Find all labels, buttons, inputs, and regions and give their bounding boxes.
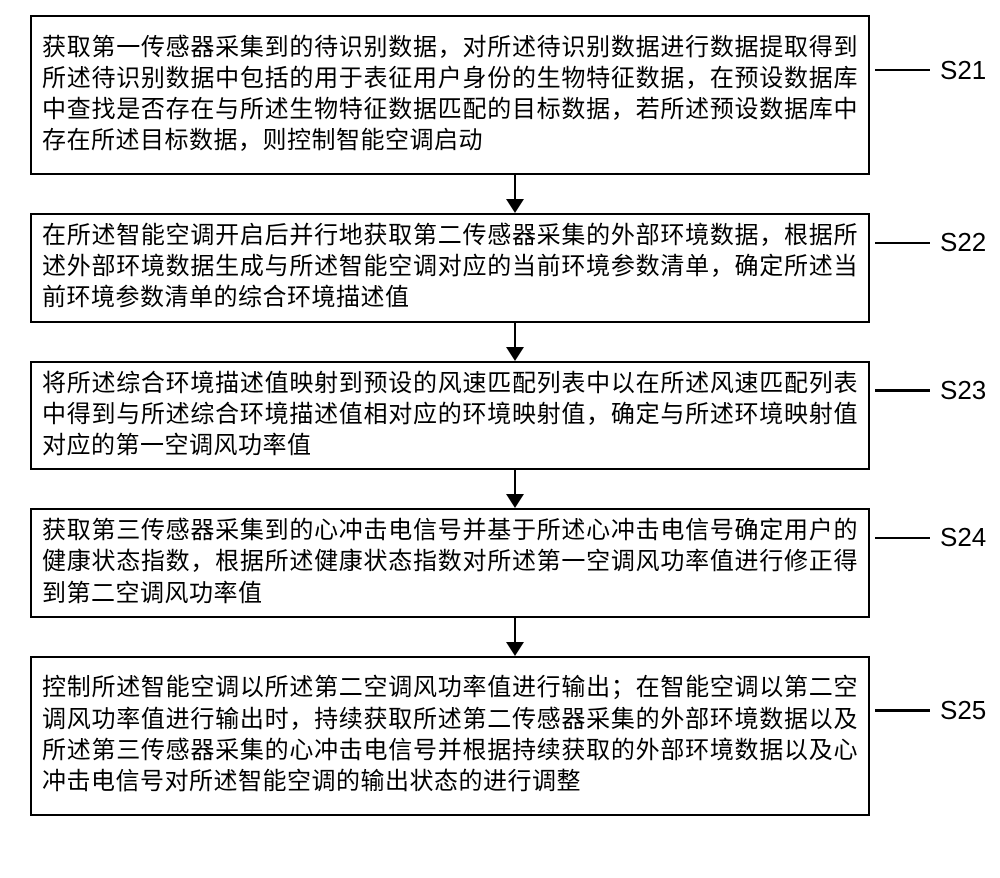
connector-s23 bbox=[875, 389, 930, 392]
step-box-s22: 在所述智能空调开启后并行地获取第二传感器采集的外部环境数据，根据所述外部环境数据… bbox=[30, 213, 870, 323]
connector-s25 bbox=[875, 709, 930, 712]
label-s21: S21 bbox=[940, 55, 986, 86]
step-text-s23: 将所述综合环境描述值映射到预设的风速匹配列表中以在所述风速匹配列表中得到与所述综… bbox=[42, 369, 858, 463]
connector-s22 bbox=[875, 242, 930, 245]
label-s24: S24 bbox=[940, 522, 986, 553]
connector-s21 bbox=[875, 69, 930, 72]
arrow-line bbox=[514, 175, 517, 199]
arrow-line bbox=[514, 618, 517, 642]
step-box-s21: 获取第一传感器采集到的待识别数据，对所述待识别数据进行数据提取得到所述待识别数据… bbox=[30, 15, 870, 175]
arrow-head-icon bbox=[506, 642, 524, 656]
arrow-line bbox=[514, 470, 517, 494]
label-s22: S22 bbox=[940, 227, 986, 258]
label-s23: S23 bbox=[940, 375, 986, 406]
arrow-head-icon bbox=[506, 199, 524, 213]
connector-s24 bbox=[875, 537, 930, 540]
label-s25: S25 bbox=[940, 695, 986, 726]
arrow-head-icon bbox=[506, 347, 524, 361]
step-text-s22: 在所述智能空调开启后并行地获取第二传感器采集的外部环境数据，根据所述外部环境数据… bbox=[42, 221, 858, 315]
step-text-s21: 获取第一传感器采集到的待识别数据，对所述待识别数据进行数据提取得到所述待识别数据… bbox=[42, 33, 858, 158]
arrow-head-icon bbox=[506, 494, 524, 508]
step-box-s24: 获取第三传感器采集到的心冲击电信号并基于所述心冲击电信号确定用户的健康状态指数，… bbox=[30, 508, 870, 618]
arrow-line bbox=[514, 323, 517, 347]
step-text-s24: 获取第三传感器采集到的心冲击电信号并基于所述心冲击电信号确定用户的健康状态指数，… bbox=[42, 516, 858, 610]
arrow-s21-s22 bbox=[95, 175, 935, 213]
step-box-s25: 控制所述智能空调以所述第二空调风功率值进行输出；在智能空调以第二空调风功率值进行… bbox=[30, 656, 870, 816]
arrow-s22-s23 bbox=[95, 323, 935, 361]
step-row-s22: 在所述智能空调开启后并行地获取第二传感器采集的外部环境数据，根据所述外部环境数据… bbox=[0, 213, 1000, 323]
arrow-s24-s25 bbox=[95, 618, 935, 656]
step-row-s23: 将所述综合环境描述值映射到预设的风速匹配列表中以在所述风速匹配列表中得到与所述综… bbox=[0, 361, 1000, 471]
step-row-s25: 控制所述智能空调以所述第二空调风功率值进行输出；在智能空调以第二空调风功率值进行… bbox=[0, 656, 1000, 816]
step-text-s25: 控制所述智能空调以所述第二空调风功率值进行输出；在智能空调以第二空调风功率值进行… bbox=[42, 673, 858, 798]
step-box-s23: 将所述综合环境描述值映射到预设的风速匹配列表中以在所述风速匹配列表中得到与所述综… bbox=[30, 361, 870, 471]
step-row-s24: 获取第三传感器采集到的心冲击电信号并基于所述心冲击电信号确定用户的健康状态指数，… bbox=[0, 508, 1000, 618]
arrow-s23-s24 bbox=[95, 470, 935, 508]
step-row-s21: 获取第一传感器采集到的待识别数据，对所述待识别数据进行数据提取得到所述待识别数据… bbox=[0, 15, 1000, 175]
flowchart-container: 获取第一传感器采集到的待识别数据，对所述待识别数据进行数据提取得到所述待识别数据… bbox=[0, 15, 1000, 816]
